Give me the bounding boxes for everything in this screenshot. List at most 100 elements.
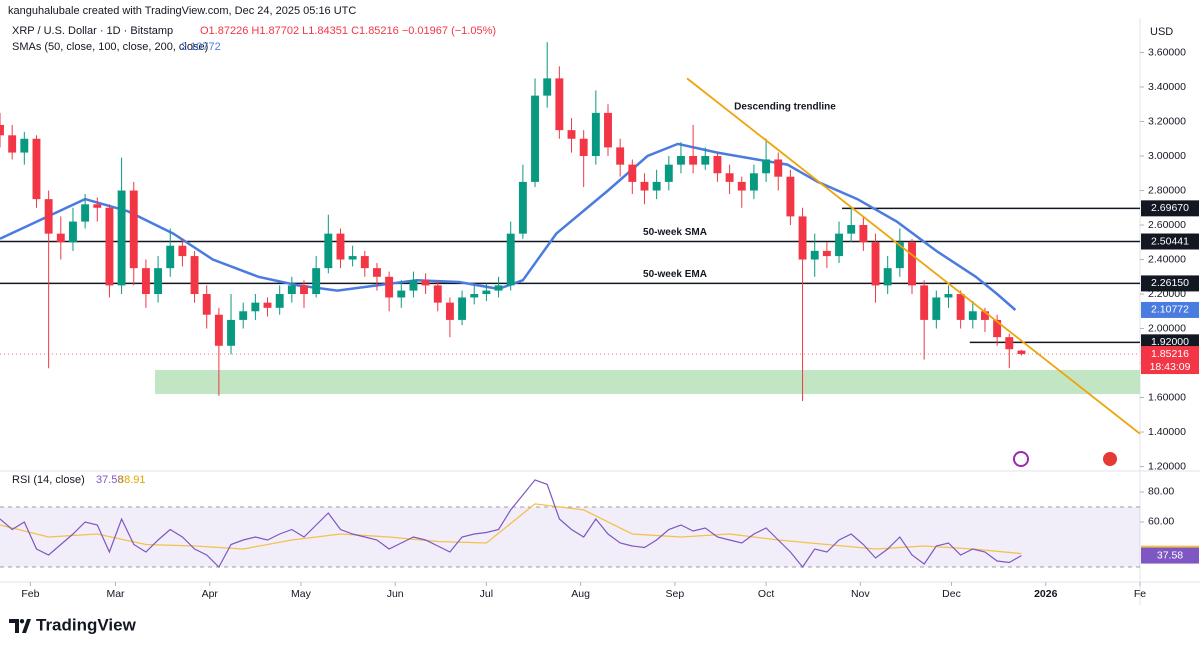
- y-tick-label: 1.20000: [1148, 460, 1186, 472]
- candle-body: [518, 181, 527, 234]
- candle-body: [166, 245, 175, 269]
- x-tick-label: Nov: [851, 588, 870, 600]
- level-label-box: [1141, 200, 1199, 217]
- candle-body: [920, 285, 929, 320]
- candle-body: [56, 233, 65, 243]
- candle-body: [324, 233, 333, 269]
- x-tick-label: May: [291, 588, 312, 600]
- y-tick-label: 2.80000: [1148, 184, 1186, 196]
- event-icon: [1103, 452, 1117, 466]
- candle-body: [616, 147, 625, 165]
- candle-body: [470, 294, 479, 298]
- candle-body: [0, 124, 4, 136]
- candle-body: [117, 190, 126, 286]
- support-zone: [155, 369, 1140, 395]
- candle-body: [883, 268, 892, 286]
- y-tick-label: 3.60000: [1148, 46, 1186, 58]
- axes: 3.60000 3.40000 3.20000 3.00000 2.80000 2.600…: [21, 46, 1199, 600]
- rsi-line: [0, 479, 1022, 569]
- candle-body: [932, 297, 941, 320]
- x-tick-label: Fe: [1134, 588, 1146, 600]
- candle-body: [312, 268, 321, 295]
- trendline: [686, 77, 1140, 435]
- level-label: 2.50441: [1151, 235, 1189, 247]
- candle-body: [640, 181, 649, 191]
- candle-body: [543, 78, 552, 96]
- candle-body: [506, 233, 515, 286]
- candle-body: [895, 242, 904, 269]
- candle-body: [373, 268, 381, 277]
- candle-body: [859, 225, 868, 243]
- candle-body: [409, 280, 418, 291]
- candle-body: [822, 250, 831, 257]
- x-tick-label: Oct: [758, 588, 774, 600]
- candle-body: [214, 314, 223, 346]
- candle-body: [531, 95, 539, 182]
- level-name: 50-week SMA: [643, 227, 707, 238]
- candle-body: [482, 290, 491, 295]
- candle-body: [774, 159, 783, 177]
- candle-body: [300, 285, 308, 295]
- candle-body: [287, 285, 296, 295]
- candle-body: [604, 112, 612, 148]
- event-icon: [1013, 451, 1029, 467]
- y-tick-label: 1.60000: [1148, 391, 1186, 403]
- candle-body: [190, 256, 199, 295]
- candle-body: [154, 268, 163, 295]
- x-tick-label: Jul: [480, 588, 493, 600]
- candle-body: [628, 164, 637, 182]
- brand: TradingView: [36, 615, 137, 634]
- candle-body: [981, 311, 989, 320]
- rsi-band: [0, 506, 1140, 567]
- y-tick-label: 3.20000: [1148, 115, 1186, 127]
- candle-body: [944, 294, 953, 298]
- y-tick-label: 3.00000: [1148, 150, 1186, 162]
- candle-body: [445, 302, 454, 320]
- candle-body: [737, 181, 746, 191]
- x-tick-label: Feb: [21, 588, 39, 600]
- x-tick-label: Sep: [666, 588, 685, 600]
- candle-body: [348, 256, 357, 260]
- candle-body: [835, 233, 843, 257]
- candle-body: [798, 216, 807, 260]
- candle-body: [105, 207, 114, 286]
- candle-body: [968, 311, 977, 320]
- rsi-value-label-box: [1141, 547, 1199, 564]
- candle-body: [251, 302, 260, 312]
- candle-body: [458, 297, 467, 320]
- candle-body: [591, 112, 600, 157]
- candle-body: [689, 156, 698, 165]
- sma-legend-value: 2.10772: [181, 41, 221, 53]
- rsi-value-label: 37.58: [1157, 549, 1183, 561]
- candle-body: [360, 256, 369, 269]
- candle-body: [701, 156, 710, 165]
- rsi-ma-line: [0, 503, 1022, 555]
- candle-body: [725, 173, 734, 182]
- candle-body: [908, 242, 916, 286]
- candle-body: [762, 159, 771, 174]
- candle-body: [567, 130, 576, 139]
- candle-body: [1017, 350, 1026, 355]
- x-tick-label: Aug: [571, 588, 590, 600]
- candle-body: [141, 268, 150, 295]
- candle-body: [336, 233, 345, 260]
- sma-value-label: 2.10772: [1151, 304, 1189, 316]
- sma-line: [0, 142, 1017, 311]
- rsi-ma-legend-value: 38.91: [118, 474, 146, 486]
- rsi-legend-value: 37.58: [96, 474, 124, 486]
- candle-body: [20, 138, 29, 153]
- candle-body: [579, 138, 588, 157]
- candle-body: [129, 190, 138, 269]
- candle-body: [178, 245, 187, 257]
- x-tick-label: Mar: [106, 588, 125, 600]
- price-pane: 50-week SMA 50-week EMA Descending trendli…: [0, 42, 1140, 435]
- candle-body: [786, 176, 795, 217]
- candle-body: [810, 250, 819, 260]
- candle-body: [8, 135, 17, 153]
- candle-body: [555, 78, 564, 131]
- candle-body: [677, 156, 685, 165]
- currency: USD: [1150, 26, 1173, 38]
- candle-body: [202, 294, 211, 315]
- candle-body: [263, 302, 272, 308]
